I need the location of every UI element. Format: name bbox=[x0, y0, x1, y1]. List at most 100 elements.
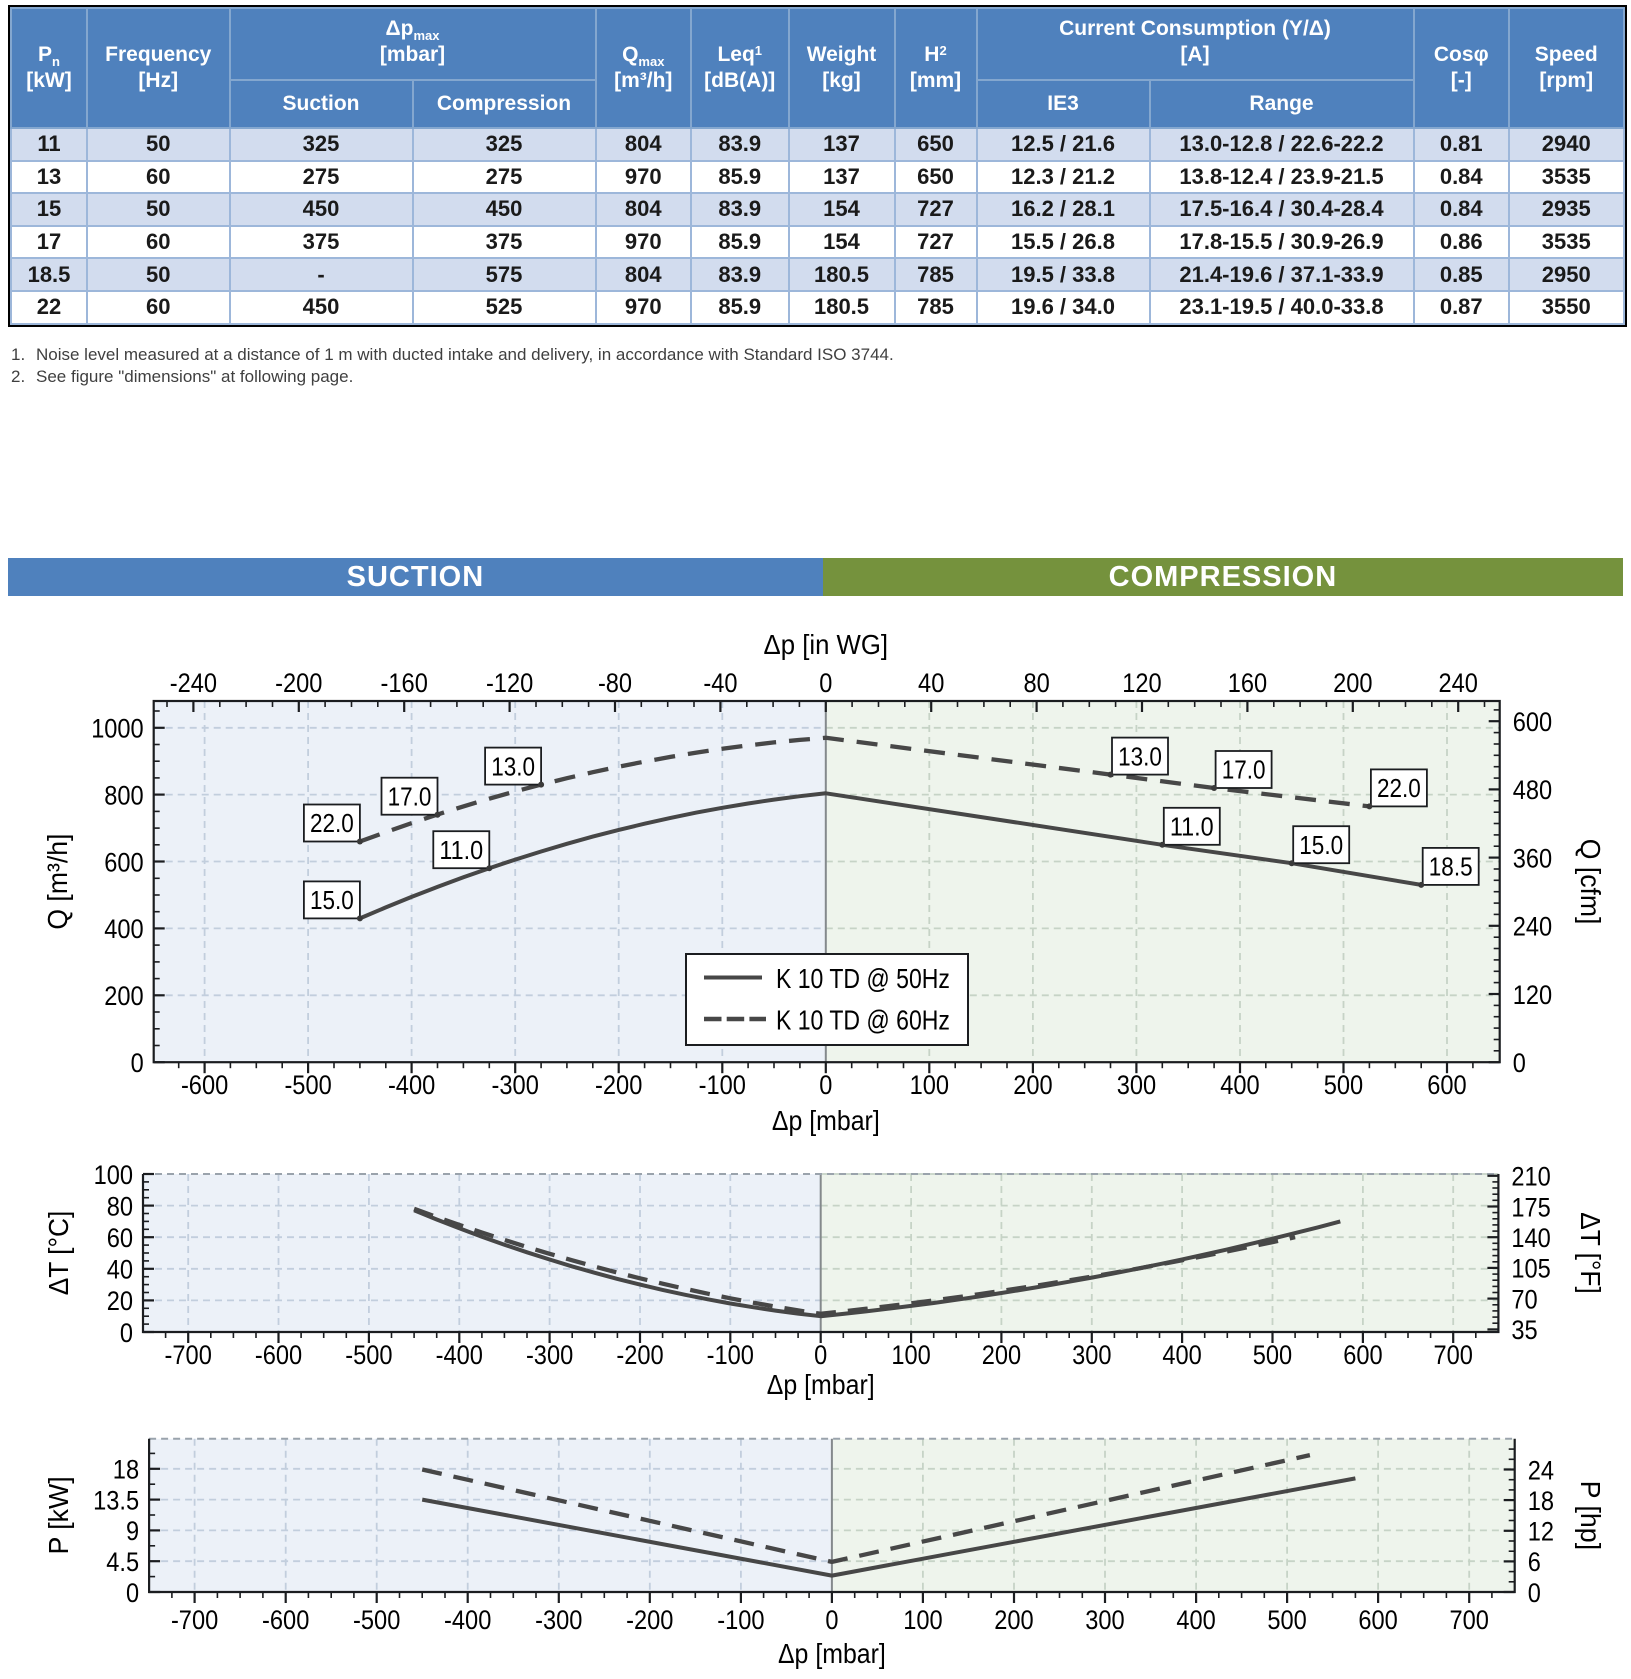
svg-text:Δp [in WG]: Δp [in WG] bbox=[764, 629, 889, 660]
svg-text:-600: -600 bbox=[262, 1605, 309, 1635]
svg-text:80: 80 bbox=[107, 1191, 133, 1221]
svg-text:400: 400 bbox=[1220, 1070, 1259, 1100]
svg-text:360: 360 bbox=[1513, 843, 1552, 873]
svg-text:500: 500 bbox=[1324, 1070, 1363, 1100]
svg-text:15.0: 15.0 bbox=[310, 885, 354, 915]
svg-text:Δp [mbar]: Δp [mbar] bbox=[772, 1105, 880, 1136]
svg-text:Q [cfm]: Q [cfm] bbox=[1575, 839, 1606, 925]
svg-text:-160: -160 bbox=[381, 668, 428, 698]
svg-text:700: 700 bbox=[1450, 1605, 1489, 1635]
svg-text:K 10 TD @ 60Hz: K 10 TD @ 60Hz bbox=[776, 1005, 950, 1036]
svg-text:K 10 TD @ 50Hz: K 10 TD @ 50Hz bbox=[776, 963, 950, 994]
svg-text:22.0: 22.0 bbox=[1377, 773, 1421, 803]
svg-text:600: 600 bbox=[104, 847, 143, 877]
svg-text:100: 100 bbox=[891, 1340, 930, 1370]
svg-text:P [hp]: P [hp] bbox=[1575, 1481, 1606, 1551]
svg-text:240: 240 bbox=[1513, 912, 1552, 942]
svg-text:18: 18 bbox=[113, 1455, 139, 1485]
svg-text:240: 240 bbox=[1439, 668, 1478, 698]
svg-text:-600: -600 bbox=[181, 1070, 228, 1100]
svg-text:-300: -300 bbox=[526, 1340, 573, 1370]
svg-text:400: 400 bbox=[1162, 1340, 1201, 1370]
svg-text:100: 100 bbox=[903, 1605, 942, 1635]
svg-text:0: 0 bbox=[825, 1605, 838, 1635]
svg-text:15.0: 15.0 bbox=[1299, 830, 1343, 860]
svg-text:600: 600 bbox=[1358, 1605, 1397, 1635]
svg-text:-500: -500 bbox=[353, 1605, 400, 1635]
svg-text:600: 600 bbox=[1427, 1070, 1466, 1100]
svg-text:200: 200 bbox=[994, 1605, 1033, 1635]
svg-text:35: 35 bbox=[1511, 1315, 1537, 1345]
svg-text:-700: -700 bbox=[171, 1605, 218, 1635]
svg-text:200: 200 bbox=[982, 1340, 1021, 1370]
svg-text:P [kW]: P [kW] bbox=[43, 1476, 74, 1554]
svg-text:480: 480 bbox=[1513, 775, 1552, 805]
svg-text:100: 100 bbox=[94, 1160, 133, 1190]
svg-text:160: 160 bbox=[1228, 668, 1267, 698]
svg-text:40: 40 bbox=[918, 668, 944, 698]
svg-text:0: 0 bbox=[126, 1578, 139, 1608]
svg-text:13.0: 13.0 bbox=[1118, 741, 1162, 771]
svg-text:175: 175 bbox=[1511, 1192, 1550, 1222]
svg-text:300: 300 bbox=[1072, 1340, 1111, 1370]
svg-text:300: 300 bbox=[1117, 1070, 1156, 1100]
svg-text:11.0: 11.0 bbox=[439, 835, 483, 865]
svg-text:-600: -600 bbox=[255, 1340, 302, 1370]
svg-text:-500: -500 bbox=[345, 1340, 392, 1370]
svg-text:-240: -240 bbox=[170, 668, 217, 698]
svg-text:13.5: 13.5 bbox=[93, 1485, 139, 1515]
svg-text:105: 105 bbox=[1511, 1254, 1550, 1284]
svg-text:22.0: 22.0 bbox=[310, 808, 354, 838]
svg-text:100: 100 bbox=[910, 1070, 949, 1100]
svg-text:-80: -80 bbox=[598, 668, 632, 698]
svg-text:800: 800 bbox=[104, 780, 143, 810]
svg-text:200: 200 bbox=[1013, 1070, 1052, 1100]
svg-text:-100: -100 bbox=[699, 1070, 746, 1100]
svg-text:Δp [mbar]: Δp [mbar] bbox=[778, 1638, 886, 1669]
svg-text:600: 600 bbox=[1343, 1340, 1382, 1370]
svg-text:-200: -200 bbox=[616, 1340, 663, 1370]
svg-text:0: 0 bbox=[131, 1048, 144, 1078]
svg-text:0: 0 bbox=[120, 1318, 133, 1348]
svg-text:200: 200 bbox=[1333, 668, 1372, 698]
svg-text:24: 24 bbox=[1528, 1455, 1554, 1485]
svg-text:-40: -40 bbox=[703, 668, 737, 698]
svg-text:-500: -500 bbox=[284, 1070, 331, 1100]
svg-text:12: 12 bbox=[1528, 1517, 1554, 1547]
svg-text:300: 300 bbox=[1085, 1605, 1124, 1635]
svg-text:20: 20 bbox=[107, 1286, 133, 1316]
svg-text:4.5: 4.5 bbox=[106, 1547, 139, 1577]
svg-text:18.5: 18.5 bbox=[1429, 852, 1473, 882]
svg-text:13.0: 13.0 bbox=[491, 751, 535, 781]
svg-text:-400: -400 bbox=[436, 1340, 483, 1370]
svg-text:0: 0 bbox=[814, 1340, 827, 1370]
svg-text:6: 6 bbox=[1528, 1547, 1541, 1577]
svg-text:-300: -300 bbox=[492, 1070, 539, 1100]
svg-text:200: 200 bbox=[104, 981, 143, 1011]
svg-text:0: 0 bbox=[819, 1070, 832, 1100]
svg-text:Q [m³/h]: Q [m³/h] bbox=[42, 834, 73, 930]
svg-text:11.0: 11.0 bbox=[1170, 812, 1214, 842]
svg-text:60: 60 bbox=[107, 1223, 133, 1253]
svg-text:-200: -200 bbox=[626, 1605, 673, 1635]
svg-text:-300: -300 bbox=[535, 1605, 582, 1635]
svg-text:-120: -120 bbox=[486, 668, 533, 698]
svg-text:-200: -200 bbox=[595, 1070, 642, 1100]
svg-text:400: 400 bbox=[104, 914, 143, 944]
svg-text:400: 400 bbox=[1176, 1605, 1215, 1635]
svg-text:-100: -100 bbox=[707, 1340, 754, 1370]
svg-text:-400: -400 bbox=[444, 1605, 491, 1635]
svg-text:210: 210 bbox=[1511, 1162, 1550, 1192]
svg-text:-200: -200 bbox=[275, 668, 322, 698]
svg-text:Δp [mbar]: Δp [mbar] bbox=[767, 1369, 875, 1400]
svg-text:120: 120 bbox=[1122, 668, 1161, 698]
svg-text:9: 9 bbox=[126, 1516, 139, 1546]
svg-text:500: 500 bbox=[1253, 1340, 1292, 1370]
svg-text:17.0: 17.0 bbox=[388, 781, 432, 811]
svg-text:600: 600 bbox=[1513, 707, 1552, 737]
svg-text:18: 18 bbox=[1528, 1486, 1554, 1516]
svg-text:140: 140 bbox=[1511, 1223, 1550, 1253]
svg-text:120: 120 bbox=[1513, 980, 1552, 1010]
svg-text:1000: 1000 bbox=[91, 714, 144, 744]
svg-text:ΔT [°F]: ΔT [°F] bbox=[1575, 1212, 1606, 1294]
